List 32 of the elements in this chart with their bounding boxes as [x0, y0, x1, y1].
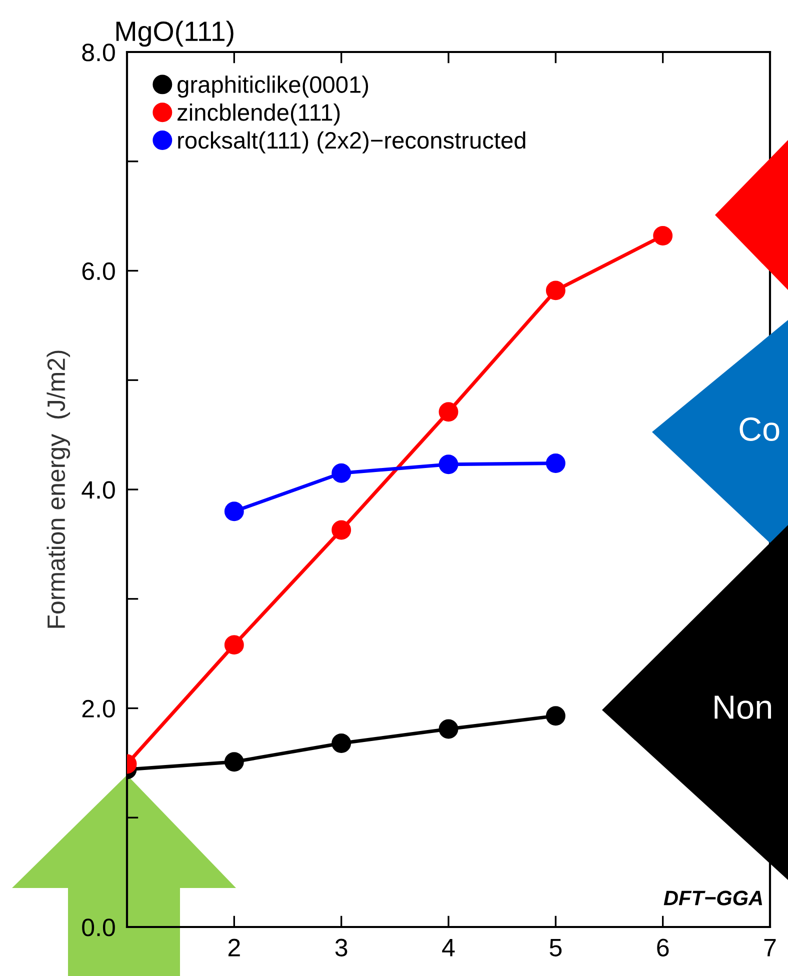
point	[332, 463, 352, 483]
y-tick-label: 2.0	[82, 700, 115, 718]
y-tick-label: 0.0	[82, 918, 115, 936]
legend-label: graphiticlike(0001)	[178, 76, 368, 98]
legend-label: zincblende(111)	[178, 104, 340, 126]
annotation: Non	[714, 696, 771, 719]
chart-title: MgO(111)	[116, 20, 234, 47]
point	[332, 734, 352, 753]
y-tick-label: 4.0	[82, 481, 115, 499]
point	[224, 752, 244, 772]
point	[438, 402, 458, 422]
point	[653, 226, 673, 246]
point	[438, 454, 458, 474]
x-tick-label: 7	[764, 939, 776, 956]
x-tick-label: 2	[228, 938, 240, 956]
point	[224, 635, 244, 655]
point	[224, 502, 244, 522]
y-tick-label: 8.0	[82, 44, 115, 62]
x-tick-label: 4	[442, 939, 455, 956]
y-axis-title: Formation energy (J/m2)	[46, 350, 70, 628]
legend-label: rocksalt(111) (2x2)−reconstructed	[178, 131, 526, 154]
x-tick-label: 5	[550, 939, 562, 956]
point	[546, 706, 566, 726]
point	[546, 454, 566, 473]
point	[546, 280, 566, 300]
point	[438, 719, 458, 739]
x-tick-label: 3	[335, 938, 348, 956]
point	[332, 520, 352, 540]
y-tick-label: 6.0	[82, 262, 115, 280]
x-tick-label: 6	[657, 938, 669, 956]
annotation: DFT−GGA	[664, 890, 762, 906]
annotation: Co	[740, 417, 780, 441]
